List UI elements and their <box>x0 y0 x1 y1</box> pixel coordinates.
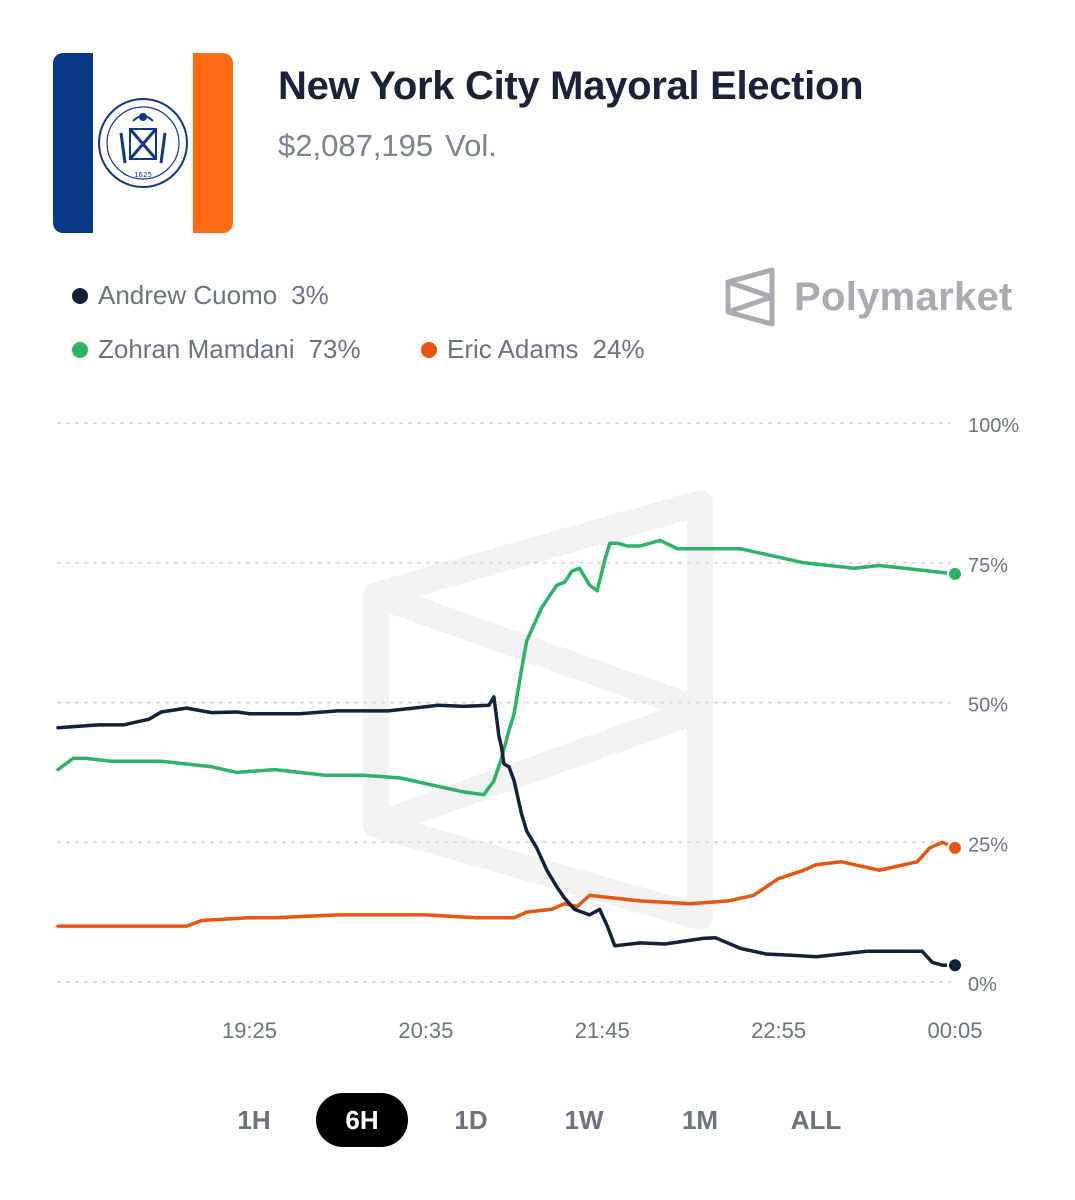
legend-dot-adams <box>421 341 437 358</box>
chart-grid <box>57 422 951 983</box>
city-seal-icon: 1625 <box>98 98 188 188</box>
volume-suffix: Vol. <box>445 128 497 163</box>
series-line-adams <box>56 840 957 928</box>
flag-orange-stripe <box>193 53 233 233</box>
flag-blue-stripe <box>53 53 93 233</box>
brand-name: Polymarket <box>794 274 1013 319</box>
chart-series <box>56 538 957 967</box>
timeframe-1w[interactable]: 1W <box>564 1105 604 1135</box>
y-tick-label: 25% <box>968 834 1008 856</box>
x-tick-label: 20:35 <box>398 1018 453 1043</box>
polymarket-logo-icon <box>725 267 775 327</box>
market-title: New York City Mayoral Election <box>278 64 864 108</box>
legend-name-adams: Eric Adams <box>447 334 579 364</box>
volume-value: $2,087,195 <box>278 128 434 163</box>
series-end-markers <box>947 565 963 974</box>
x-tick-label: 19:25 <box>222 1018 277 1043</box>
timeframe-1m[interactable]: 1M <box>681 1105 719 1135</box>
seal-year: 1625 <box>134 171 152 179</box>
nyc-flag-logo: 1625 <box>53 53 233 233</box>
legend-pct-adams: 24% <box>592 334 645 364</box>
timeframe-1d[interactable]: 1D <box>454 1105 488 1135</box>
y-tick-label: 0% <box>968 974 997 996</box>
x-axis: 19:25 20:35 21:45 22:55 00:05 <box>222 1018 983 1043</box>
legend-name-cuomo: Andrew Cuomo <box>98 280 278 310</box>
x-tick-label: 00:05 <box>927 1018 982 1043</box>
end-dot-cuomo <box>947 957 963 974</box>
legend-item-adams: Eric Adams 24% <box>421 334 645 365</box>
timeframe-all[interactable]: ALL <box>790 1105 842 1135</box>
x-tick-label: 22:55 <box>751 1018 806 1043</box>
legend-pct-cuomo: 3% <box>291 280 329 310</box>
legend-pct-mamdani: 73% <box>308 334 361 364</box>
market-volume: $2,087,195 Vol. <box>278 128 497 164</box>
y-axis: 0% 25% 50% 75% 100% <box>968 415 1019 996</box>
end-dot-mamdani <box>947 565 963 582</box>
legend-dot-mamdani <box>72 341 88 358</box>
legend-item-mamdani: Zohran Mamdani 73% <box>72 334 361 365</box>
series-line-cuomo <box>56 695 957 967</box>
legend-dot-cuomo <box>72 287 88 304</box>
timeframe-1h[interactable]: 1H <box>237 1105 271 1135</box>
chart-watermark <box>363 490 713 930</box>
legend-item-cuomo: Andrew Cuomo 3% <box>72 280 329 311</box>
probability-chart: 0% 25% 50% 75% 100% 19:25 20:35 21:45 22:55 00:0… <box>56 415 1019 1043</box>
y-tick-label: 100% <box>968 415 1019 437</box>
series-line-mamdani <box>56 538 957 797</box>
polymarket-brand: Polymarket <box>724 266 1013 328</box>
legend-name-mamdani: Zohran Mamdani <box>98 334 295 364</box>
y-tick-label: 50% <box>968 695 1008 717</box>
x-tick-label: 21:45 <box>575 1018 630 1043</box>
y-tick-label: 75% <box>968 555 1008 577</box>
end-dot-adams <box>947 839 963 856</box>
timeframe-6h[interactable]: 6H <box>316 1093 408 1147</box>
